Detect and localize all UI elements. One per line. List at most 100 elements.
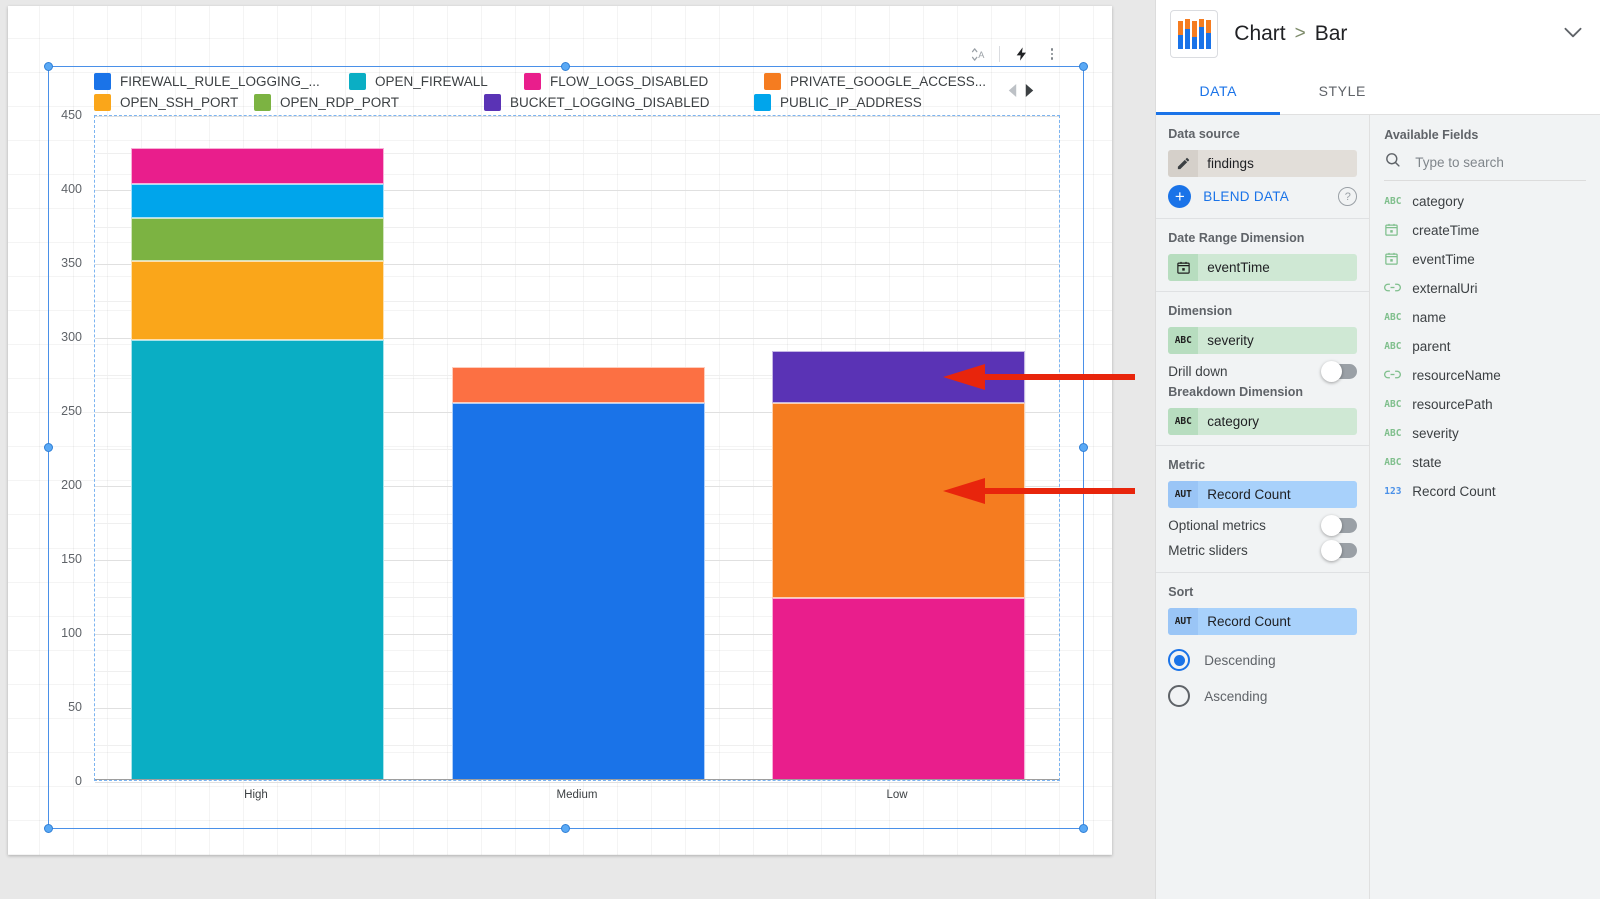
field-type-icon bbox=[1384, 280, 1410, 298]
search-input[interactable]: Type to search bbox=[1415, 154, 1504, 170]
legend-item[interactable]: PRIVATE_GOOGLE_ACCESS... bbox=[764, 73, 986, 90]
field-list-item[interactable]: ABC name bbox=[1370, 303, 1600, 332]
field-name: parent bbox=[1412, 339, 1451, 354]
bar-segment[interactable] bbox=[130, 217, 384, 261]
field-list-item[interactable]: 123 Record Count bbox=[1370, 477, 1600, 506]
resize-handle-bl[interactable] bbox=[44, 824, 53, 833]
blend-data-label[interactable]: BLEND DATA bbox=[1203, 189, 1290, 204]
field-list[interactable]: ABC category createTime eventTime externalUr… bbox=[1370, 181, 1600, 506]
bar-segment[interactable] bbox=[130, 260, 384, 341]
data-source-name: findings bbox=[1207, 156, 1254, 171]
field-list-item[interactable]: ABC state bbox=[1370, 448, 1600, 477]
optional-metrics-row: Optional metrics bbox=[1168, 515, 1358, 536]
field-list-item[interactable]: createTime bbox=[1370, 216, 1600, 245]
tab-data[interactable]: DATA bbox=[1156, 68, 1281, 115]
legend-item[interactable]: OPEN_FIREWALL bbox=[349, 73, 488, 90]
resize-handle-tc[interactable] bbox=[561, 62, 570, 71]
help-circle-icon[interactable]: ? bbox=[1338, 187, 1358, 206]
bar-segment[interactable] bbox=[771, 350, 1025, 403]
bar-segment[interactable] bbox=[451, 402, 705, 780]
legend-swatch bbox=[524, 73, 541, 90]
field-name: name bbox=[1412, 310, 1447, 325]
field-list-item[interactable]: ABC resourcePath bbox=[1370, 390, 1600, 419]
bar-column[interactable] bbox=[771, 350, 1025, 780]
chart-toolbar: A bbox=[963, 40, 1066, 68]
legend-item[interactable]: FIREWALL_RULE_LOGGING_... bbox=[94, 73, 320, 90]
metric-section: Metric AUT Record Count Optional metrics… bbox=[1156, 446, 1370, 573]
bar-column[interactable] bbox=[130, 148, 384, 780]
bar-segment[interactable] bbox=[451, 367, 705, 403]
bar-segment[interactable] bbox=[771, 402, 1025, 598]
field-list-item[interactable]: ABC parent bbox=[1370, 332, 1600, 361]
bar-segment[interactable] bbox=[771, 597, 1025, 780]
metric-sliders-row: Metric sliders bbox=[1168, 540, 1358, 561]
legend-next-arrow-icon[interactable] bbox=[1023, 83, 1036, 103]
dimension-section: Dimension ABC severity Drill down Breakd… bbox=[1156, 292, 1370, 446]
field-type-icon bbox=[1384, 251, 1410, 269]
chart-legend[interactable]: FIREWALL_RULE_LOGGING_... OPEN_FIREWALL FL… bbox=[94, 71, 1034, 113]
legend-pager[interactable] bbox=[1006, 83, 1036, 103]
available-fields-title: Available Fields bbox=[1384, 128, 1479, 142]
bar-chart-icon bbox=[1170, 10, 1219, 58]
dimension-chip[interactable]: ABC severity bbox=[1168, 327, 1358, 354]
legend-item[interactable]: BUCKET_LOGGING_DISABLED bbox=[484, 94, 710, 111]
breakdown-title: Breakdown Dimension bbox=[1168, 385, 1304, 399]
field-search-row[interactable]: Type to search bbox=[1384, 151, 1586, 181]
field-list-item[interactable]: ABC category bbox=[1370, 187, 1600, 216]
lightning-icon[interactable] bbox=[1008, 40, 1036, 68]
legend-item[interactable]: PUBLIC_IP_ADDRESS bbox=[754, 94, 922, 111]
plus-circle-icon[interactable]: + bbox=[1168, 185, 1192, 208]
field-list-item[interactable]: resourceName bbox=[1370, 361, 1600, 390]
chevron-down-icon[interactable] bbox=[1560, 19, 1586, 50]
drill-down-toggle[interactable] bbox=[1321, 361, 1358, 382]
resize-handle-mr[interactable] bbox=[1079, 442, 1088, 452]
resize-handle-br[interactable] bbox=[1079, 824, 1088, 833]
x-axis-label: Low bbox=[886, 789, 908, 801]
radio-descending[interactable] bbox=[1168, 649, 1191, 671]
bar-segment[interactable] bbox=[130, 340, 384, 780]
breadcrumb-current[interactable]: Bar bbox=[1314, 22, 1348, 45]
drill-down-row: Drill down bbox=[1168, 361, 1358, 382]
date-range-chip[interactable]: eventTime bbox=[1168, 254, 1358, 281]
sort-descending-row[interactable]: Descending bbox=[1168, 649, 1357, 671]
field-list-item[interactable]: eventTime bbox=[1370, 245, 1600, 274]
gridline bbox=[95, 338, 1059, 339]
breadcrumb-root[interactable]: Chart bbox=[1234, 22, 1286, 45]
blend-data-row[interactable]: + BLEND DATA ? bbox=[1168, 185, 1358, 208]
resize-handle-tl[interactable] bbox=[44, 62, 53, 71]
abc-badge-icon: ABC bbox=[1168, 408, 1199, 435]
bar-segment[interactable] bbox=[130, 148, 384, 184]
metric-chip[interactable]: AUT Record Count bbox=[1168, 481, 1358, 508]
legend-prev-arrow-icon[interactable] bbox=[1006, 83, 1019, 103]
metric-sliders-toggle[interactable] bbox=[1321, 540, 1358, 561]
legend-item[interactable]: FLOW_LOGS_DISABLED bbox=[524, 73, 708, 90]
optional-metrics-toggle[interactable] bbox=[1321, 515, 1358, 536]
field-list-item[interactable]: ABC severity bbox=[1370, 419, 1600, 448]
resize-handle-ml[interactable] bbox=[44, 442, 53, 452]
resize-handle-bc[interactable] bbox=[561, 824, 570, 833]
bars-layer[interactable] bbox=[95, 116, 1059, 780]
breakdown-field: category bbox=[1207, 414, 1260, 429]
tab-style[interactable]: STYLE bbox=[1318, 83, 1366, 99]
data-source-chip[interactable]: findings bbox=[1168, 150, 1358, 177]
resize-handle-tr[interactable] bbox=[1079, 62, 1088, 71]
search-icon bbox=[1384, 151, 1401, 173]
pencil-icon[interactable] bbox=[1168, 150, 1199, 177]
panel-tabs[interactable]: DATA STYLE bbox=[1156, 68, 1600, 115]
report-page[interactable]: A bbox=[8, 6, 1112, 855]
field-name: resourceName bbox=[1412, 368, 1501, 383]
sort-az-icon[interactable]: A bbox=[963, 40, 991, 68]
sort-ascending-row[interactable]: Ascending bbox=[1168, 685, 1357, 707]
radio-ascending[interactable] bbox=[1168, 685, 1191, 707]
breakdown-chip[interactable]: ABC category bbox=[1168, 408, 1358, 435]
breadcrumb-separator: > bbox=[1294, 23, 1306, 44]
legend-item[interactable]: OPEN_RDP_PORT bbox=[254, 94, 399, 111]
bar-column[interactable] bbox=[451, 367, 705, 780]
bar-segment[interactable] bbox=[130, 183, 384, 218]
sort-chip[interactable]: AUT Record Count bbox=[1168, 608, 1358, 635]
more-vertical-icon[interactable] bbox=[1038, 40, 1066, 68]
field-list-item[interactable]: externalUri bbox=[1370, 274, 1600, 303]
calendar-icon bbox=[1168, 254, 1199, 281]
chart-selection-frame[interactable] bbox=[44, 62, 1088, 833]
legend-item[interactable]: OPEN_SSH_PORT bbox=[94, 94, 238, 111]
